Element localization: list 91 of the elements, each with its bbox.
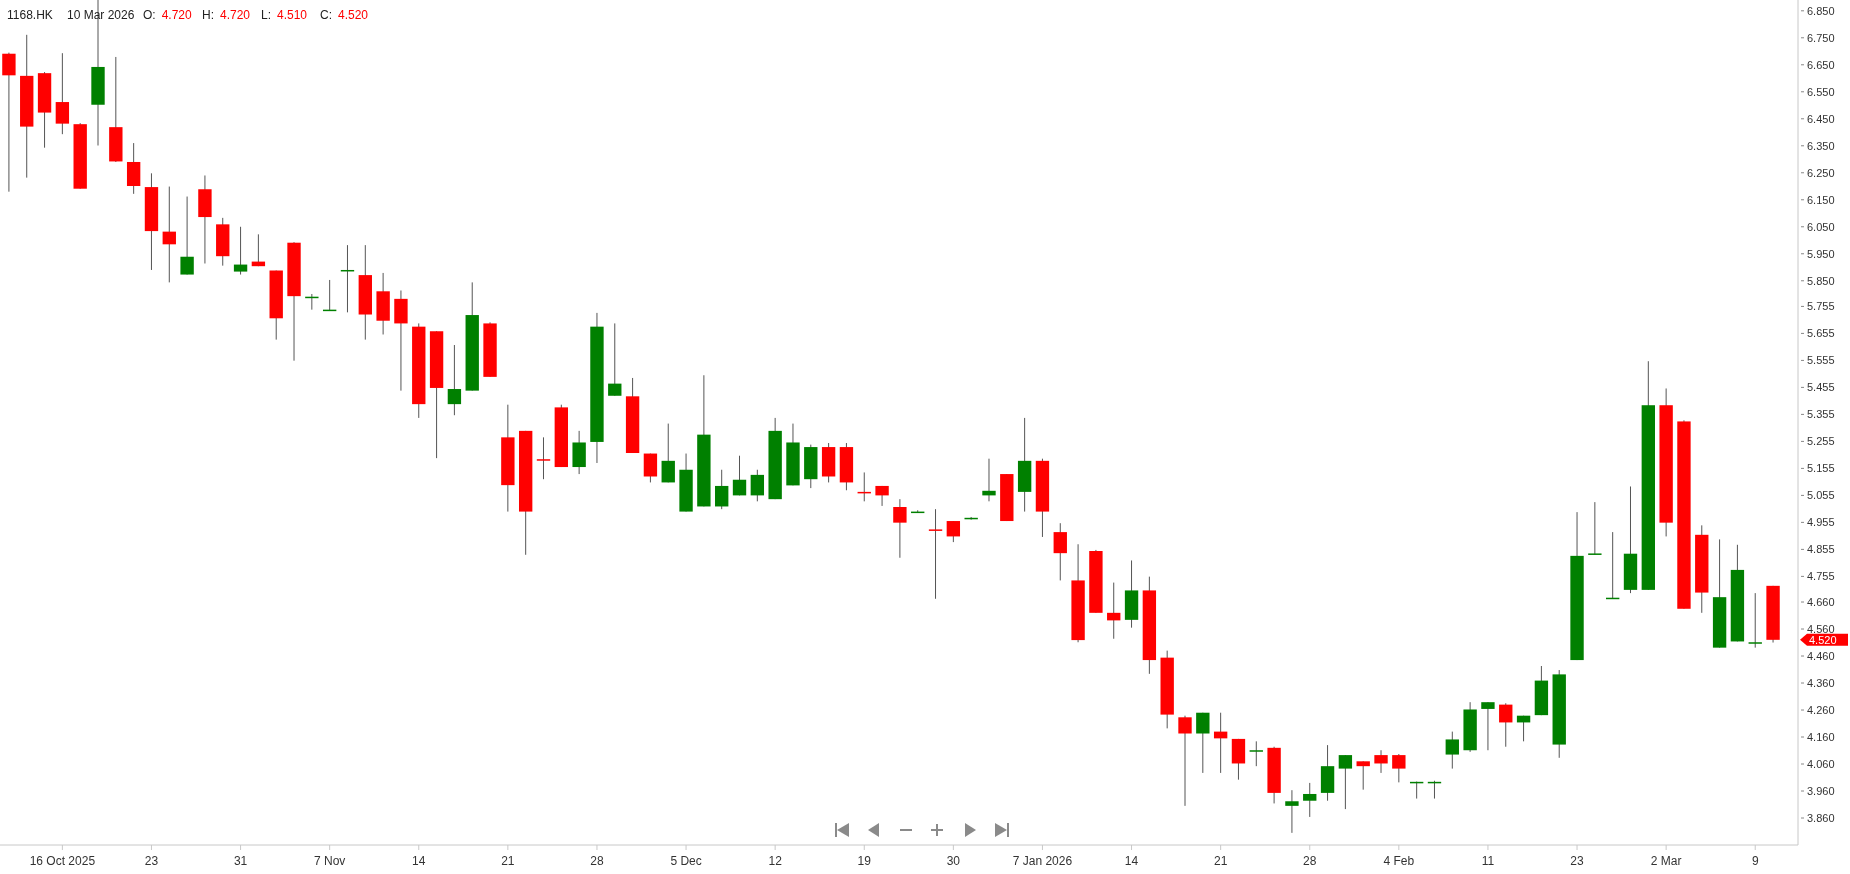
x-tick-label: 23 [144, 854, 159, 868]
x-tick-label: 28 [590, 854, 604, 868]
y-tick-label: 4.460 [1807, 649, 1835, 662]
candlestick [1356, 760, 1370, 791]
y-tick-label: 6.550 [1807, 85, 1835, 98]
y-tick-label: 6.050 [1807, 220, 1835, 233]
x-tick-label: 2 Mar [1650, 854, 1682, 868]
annotation: H: 4.720 [202, 8, 251, 22]
annotation: O: 4.720 [143, 8, 193, 22]
candlestick [750, 469, 765, 502]
x-tick-label: 21 [1213, 854, 1228, 868]
candlestick [1499, 702, 1513, 748]
candlestick [928, 508, 943, 600]
candlestick [1303, 782, 1317, 818]
y-tick-label: 6.150 [1807, 193, 1835, 206]
candlestick [1338, 754, 1353, 810]
candlestick [1374, 749, 1388, 774]
candlestick [447, 344, 462, 416]
x-tick-label: 16 Oct 2025 [29, 854, 96, 868]
x-tick-label: 21 [501, 854, 515, 868]
x-tick-label: 30 [946, 854, 961, 868]
y-tick-label: 4.160 [1807, 730, 1835, 743]
candlestick [1053, 522, 1067, 581]
y-tick-label: 5.255 [1807, 435, 1835, 448]
y-tick-label: 4.260 [1807, 703, 1835, 716]
y-tick-label: 3.960 [1807, 784, 1835, 797]
y-tick-label: 4.060 [1807, 757, 1835, 770]
candlestick [1392, 753, 1406, 783]
y-tick-label: 4.855 [1807, 543, 1835, 556]
candlestick [233, 226, 248, 276]
text: 4.520 [1809, 633, 1837, 646]
x-tick-label: 19 [857, 854, 872, 868]
y-tick-label: 4.955 [1807, 516, 1835, 529]
x-tick-label: 4 Feb [1383, 854, 1415, 868]
candlestick [1196, 712, 1210, 774]
x-tick-label: 7 Jan 2026 [1012, 854, 1073, 868]
y-tick-label: 4.660 [1807, 595, 1835, 608]
candlestick [2, 52, 16, 193]
candlestick [1107, 582, 1121, 640]
candlestick [982, 458, 996, 502]
y-tick-label: 6.750 [1807, 31, 1835, 44]
x-tick-label: 9 [1751, 854, 1759, 868]
x-tick-label: 14 [412, 854, 426, 868]
y-tick-label: 4.755 [1807, 570, 1835, 583]
x-tick-label: 7 Nov [313, 854, 346, 868]
x-tick-label: 28 [1303, 854, 1317, 868]
y-tick-label: 6.350 [1807, 139, 1835, 152]
y-tick-label: 5.850 [1807, 274, 1835, 287]
annotation: L: 4.510 [261, 8, 308, 22]
x-tick-label: 23 [1570, 854, 1585, 868]
candlestick [732, 455, 747, 496]
x-tick-label: 31 [233, 854, 248, 868]
y-tick-label: 5.755 [1807, 300, 1835, 313]
text: 10 Mar 2026 [67, 8, 135, 22]
y-tick-label: 4.560 [1807, 622, 1835, 635]
candlestick [55, 52, 70, 135]
candlestick [162, 186, 176, 283]
y-tick-label: 5.950 [1807, 247, 1835, 260]
y-tick-label: 6.850 [1807, 4, 1835, 17]
candlestick [608, 322, 622, 397]
candlestick [1481, 701, 1495, 751]
y-tick-label: 3.860 [1807, 811, 1835, 824]
y-tick-label: 5.555 [1807, 354, 1835, 367]
y-tick-label: 6.650 [1807, 58, 1835, 71]
y-tick-label: 5.655 [1807, 327, 1835, 340]
x-tick-label: 12 [768, 854, 783, 868]
x-tick-label: 11 [1481, 854, 1495, 868]
candlestick [1588, 501, 1602, 556]
annotation: C: 4.520 [320, 8, 369, 22]
y-tick-label: 6.250 [1807, 166, 1835, 179]
candlestick [1249, 740, 1263, 767]
candlestick [1445, 731, 1459, 770]
candlestick [1748, 592, 1762, 649]
y-tick-label: 5.155 [1807, 462, 1835, 475]
x-tick-label: 14 [1124, 854, 1139, 868]
candlestick [536, 436, 551, 480]
y-tick-label: 5.455 [1807, 381, 1835, 394]
x-tick-label: 5 Dec [670, 854, 702, 868]
y-tick-label: 6.450 [1807, 112, 1835, 125]
y-tick-label: 4.360 [1807, 676, 1835, 689]
candlestick [1178, 715, 1192, 807]
candlestick [946, 520, 961, 543]
candlestick [1285, 789, 1299, 834]
text: 1168.HK [7, 8, 53, 22]
candlestick [893, 498, 907, 559]
y-tick-label: 5.055 [1807, 489, 1835, 502]
candlestick [715, 469, 729, 510]
candlestick [661, 423, 675, 483]
y-tick-label: 5.355 [1807, 408, 1835, 421]
candlestick [643, 453, 658, 483]
candlestick [180, 196, 194, 276]
